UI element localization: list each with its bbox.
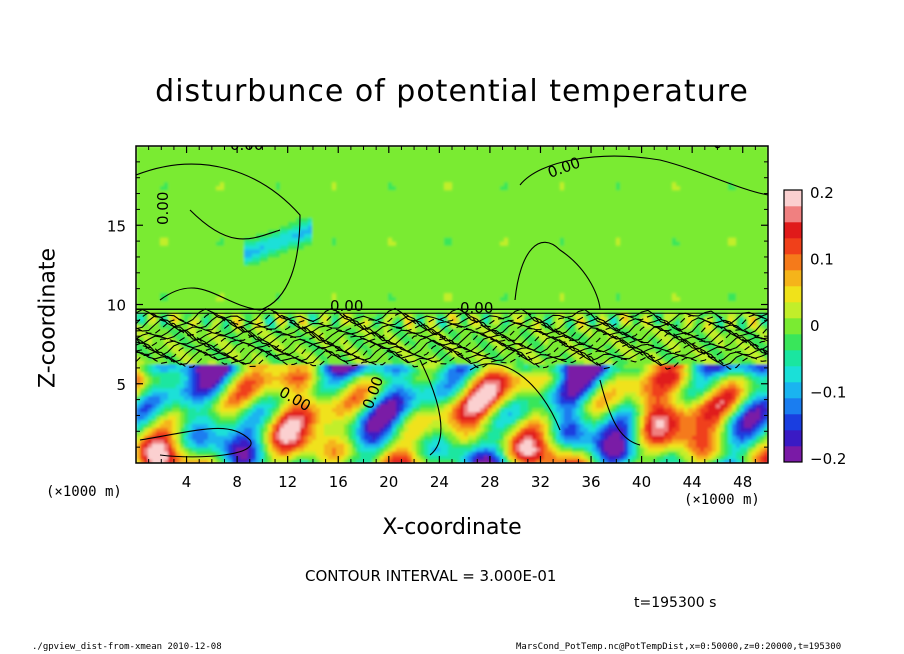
colorbar-tick-label: −0.2: [810, 450, 846, 468]
contour-label: 0.00: [230, 136, 263, 154]
x-axis-label: X-coordinate: [382, 515, 522, 540]
colorbar-swatch: [784, 318, 802, 335]
colorbar-swatch: [784, 190, 802, 207]
x-tick-label: 28: [480, 473, 499, 491]
colorbar-swatch: [784, 350, 802, 367]
contour-lines: [136, 155, 768, 458]
colorbar: 0.2 0.1 0 −0.1 −0.2: [783, 184, 846, 468]
contour-label: 0.00: [460, 299, 493, 317]
colorbar-swatch: [784, 398, 802, 415]
y-tick-label: 5: [116, 376, 126, 394]
heatmap-cells: [136, 146, 768, 463]
x-unit-label-right: (×1000 m): [684, 492, 760, 508]
y-tick-label: 15: [107, 217, 126, 235]
x-tick-label: 24: [430, 473, 449, 491]
colorbar-swatch: [784, 238, 802, 255]
colorbar-tick-label: −0.1: [810, 384, 846, 402]
colorbar-swatch: [784, 222, 802, 239]
colorbar-swatch: [784, 414, 802, 431]
x-unit-label-left: (×1000 m): [46, 484, 122, 500]
x-tick-label: 16: [329, 473, 348, 491]
colorbar-tick-label: 0.2: [810, 184, 834, 202]
y-tick-label: 10: [107, 297, 126, 315]
colorbar-swatch: [784, 382, 802, 399]
x-tick-label: 48: [733, 473, 752, 491]
colorbar-swatch: [784, 254, 802, 271]
colorbar-swatch: [784, 302, 802, 319]
colorbar-frame: [783, 189, 803, 463]
footer-left: ./gpview_dist-from-xmean 2010-12-08: [32, 642, 222, 652]
x-tick-label: 4: [182, 473, 192, 491]
colorbar-swatch: [784, 206, 802, 223]
time-stamp: t=195300 s: [634, 595, 717, 611]
x-tick-label: 44: [683, 473, 702, 491]
x-tick-label: 32: [531, 473, 550, 491]
colorbar-swatch: [784, 334, 802, 351]
colorbar-swatch: [784, 286, 802, 303]
footer-right: MarsCond_PotTemp.nc@PotTempDist,x=0:5000…: [516, 642, 842, 652]
y-axis-label: Z-coordinate: [35, 248, 61, 388]
contour-interval-text: CONTOUR INTERVAL = 3.000E-01: [305, 567, 557, 585]
x-tick-label: 8: [232, 473, 242, 491]
x-tick-label: 36: [581, 473, 600, 491]
heatmap-field: 0.000.000.000.00 0.000.000.00 0.00: [136, 136, 768, 463]
colorbar-tick-label: 0: [810, 317, 820, 335]
colorbar-swatch: [784, 446, 802, 463]
colorbar-swatch: [784, 366, 802, 383]
colorbar-swatch: [784, 430, 802, 447]
colorbar-tick-label: 0.1: [810, 251, 834, 269]
chart-title: disturbunce of potential temperature: [155, 74, 749, 109]
contour-label: 0.00: [330, 297, 363, 315]
colorbar-swatch: [784, 270, 802, 287]
contour-label: 0.00: [154, 192, 172, 225]
x-tick-label: 12: [278, 473, 297, 491]
x-tick-label: 20: [379, 473, 398, 491]
x-tick-label: 40: [632, 473, 651, 491]
